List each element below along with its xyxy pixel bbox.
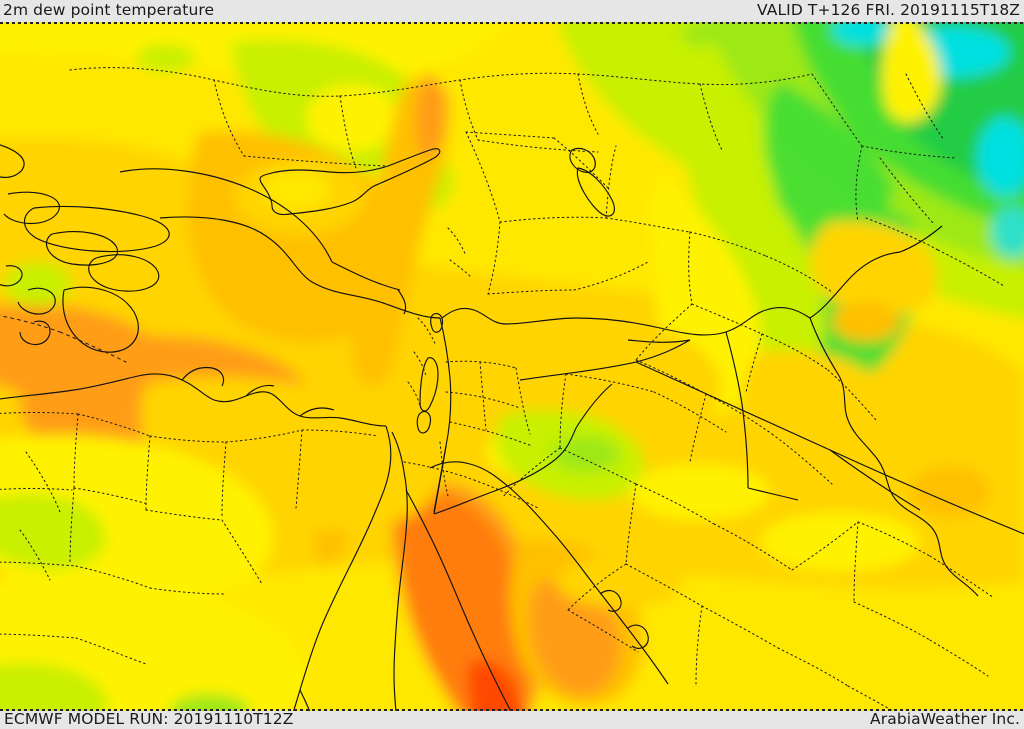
country-borders xyxy=(0,144,1024,711)
model-run-label: ECMWF MODEL RUN: 20191110T12Z xyxy=(4,710,294,728)
valid-time-label: VALID T+126 FRI. 20191115T18Z xyxy=(757,1,1020,19)
map-canvas[interactable] xyxy=(0,22,1024,711)
dew-point-raster xyxy=(0,22,1024,711)
admin-borders xyxy=(0,67,1005,711)
page-title: 2m dew point temperature xyxy=(3,1,215,19)
footer-bar: ECMWF MODEL RUN: 20191110T12Z ArabiaWeat… xyxy=(0,710,1024,729)
map-frame-edges xyxy=(0,22,1024,711)
dewpoint-field xyxy=(0,22,1024,711)
header-bar: 2m dew point temperature VALID T+126 FRI… xyxy=(0,0,1024,22)
credit-label: ArabiaWeather Inc. xyxy=(870,710,1020,728)
